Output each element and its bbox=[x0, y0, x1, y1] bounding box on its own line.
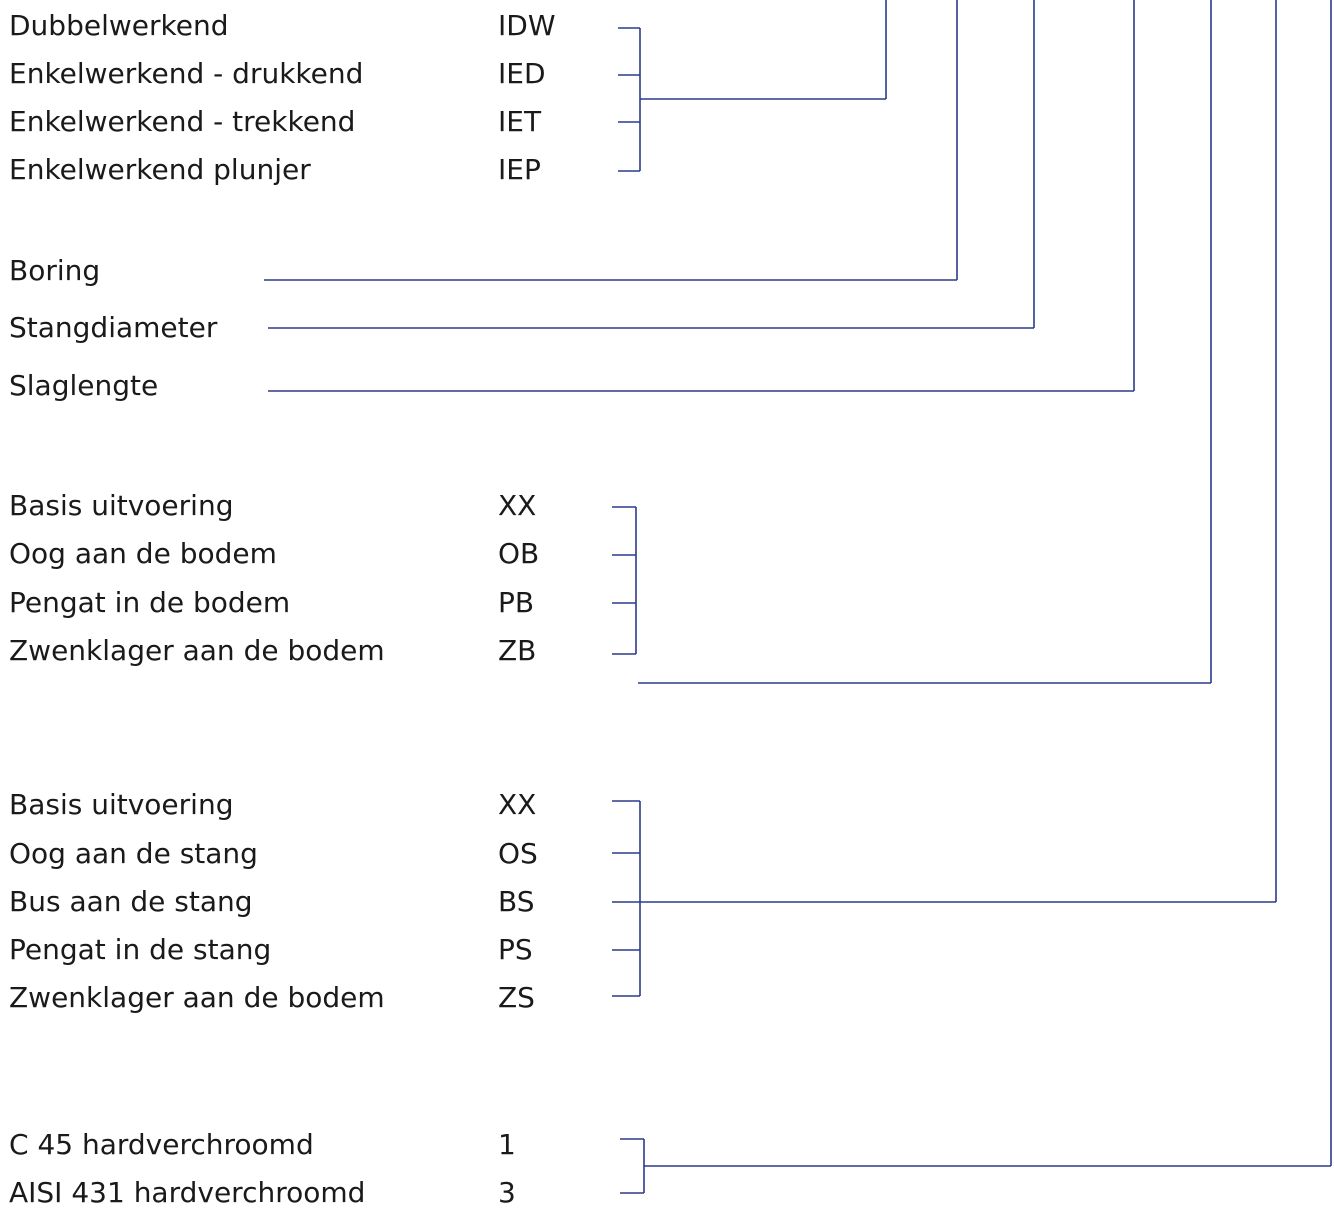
option-code: IEP bbox=[498, 153, 541, 186]
option-code: OS bbox=[498, 837, 538, 870]
option-label: Zwenklager aan de bodem bbox=[9, 981, 385, 1014]
option-label: C 45 hardverchroomd bbox=[9, 1128, 314, 1161]
option-code: 3 bbox=[498, 1176, 516, 1209]
option-code: OB bbox=[498, 537, 540, 570]
option-label: Basis uitvoering bbox=[9, 489, 234, 522]
option-label: AISI 431 hardverchroomd bbox=[9, 1176, 366, 1209]
option-label: Basis uitvoering bbox=[9, 788, 234, 821]
dimension-label: Boring bbox=[9, 254, 101, 287]
dimension-label: Stangdiameter bbox=[9, 311, 218, 344]
option-code: XX bbox=[498, 788, 537, 821]
option-code: XX bbox=[498, 489, 537, 522]
option-code: ZS bbox=[498, 981, 535, 1014]
option-label: Bus aan de stang bbox=[9, 885, 253, 918]
option-label: Oog aan de bodem bbox=[9, 537, 277, 570]
option-label: Enkelwerkend - trekkend bbox=[9, 105, 356, 138]
option-label: Zwenklager aan de bodem bbox=[9, 634, 385, 667]
dimension-label: Slaglengte bbox=[9, 369, 159, 402]
option-code: PS bbox=[498, 933, 533, 966]
option-code: IDW bbox=[498, 9, 556, 42]
option-label: Enkelwerkend - drukkend bbox=[9, 57, 364, 90]
option-label: Dubbelwerkend bbox=[9, 9, 229, 42]
option-label: Oog aan de stang bbox=[9, 837, 258, 870]
option-label: Enkelwerkend plunjer bbox=[9, 153, 311, 186]
option-code: ZB bbox=[498, 634, 537, 667]
option-code: IED bbox=[498, 57, 546, 90]
option-code: PB bbox=[498, 586, 535, 619]
option-code: BS bbox=[498, 885, 535, 918]
option-code: 1 bbox=[498, 1128, 516, 1161]
option-code: IET bbox=[498, 105, 542, 138]
option-label: Pengat in de bodem bbox=[9, 586, 291, 619]
option-label: Pengat in de stang bbox=[9, 933, 272, 966]
